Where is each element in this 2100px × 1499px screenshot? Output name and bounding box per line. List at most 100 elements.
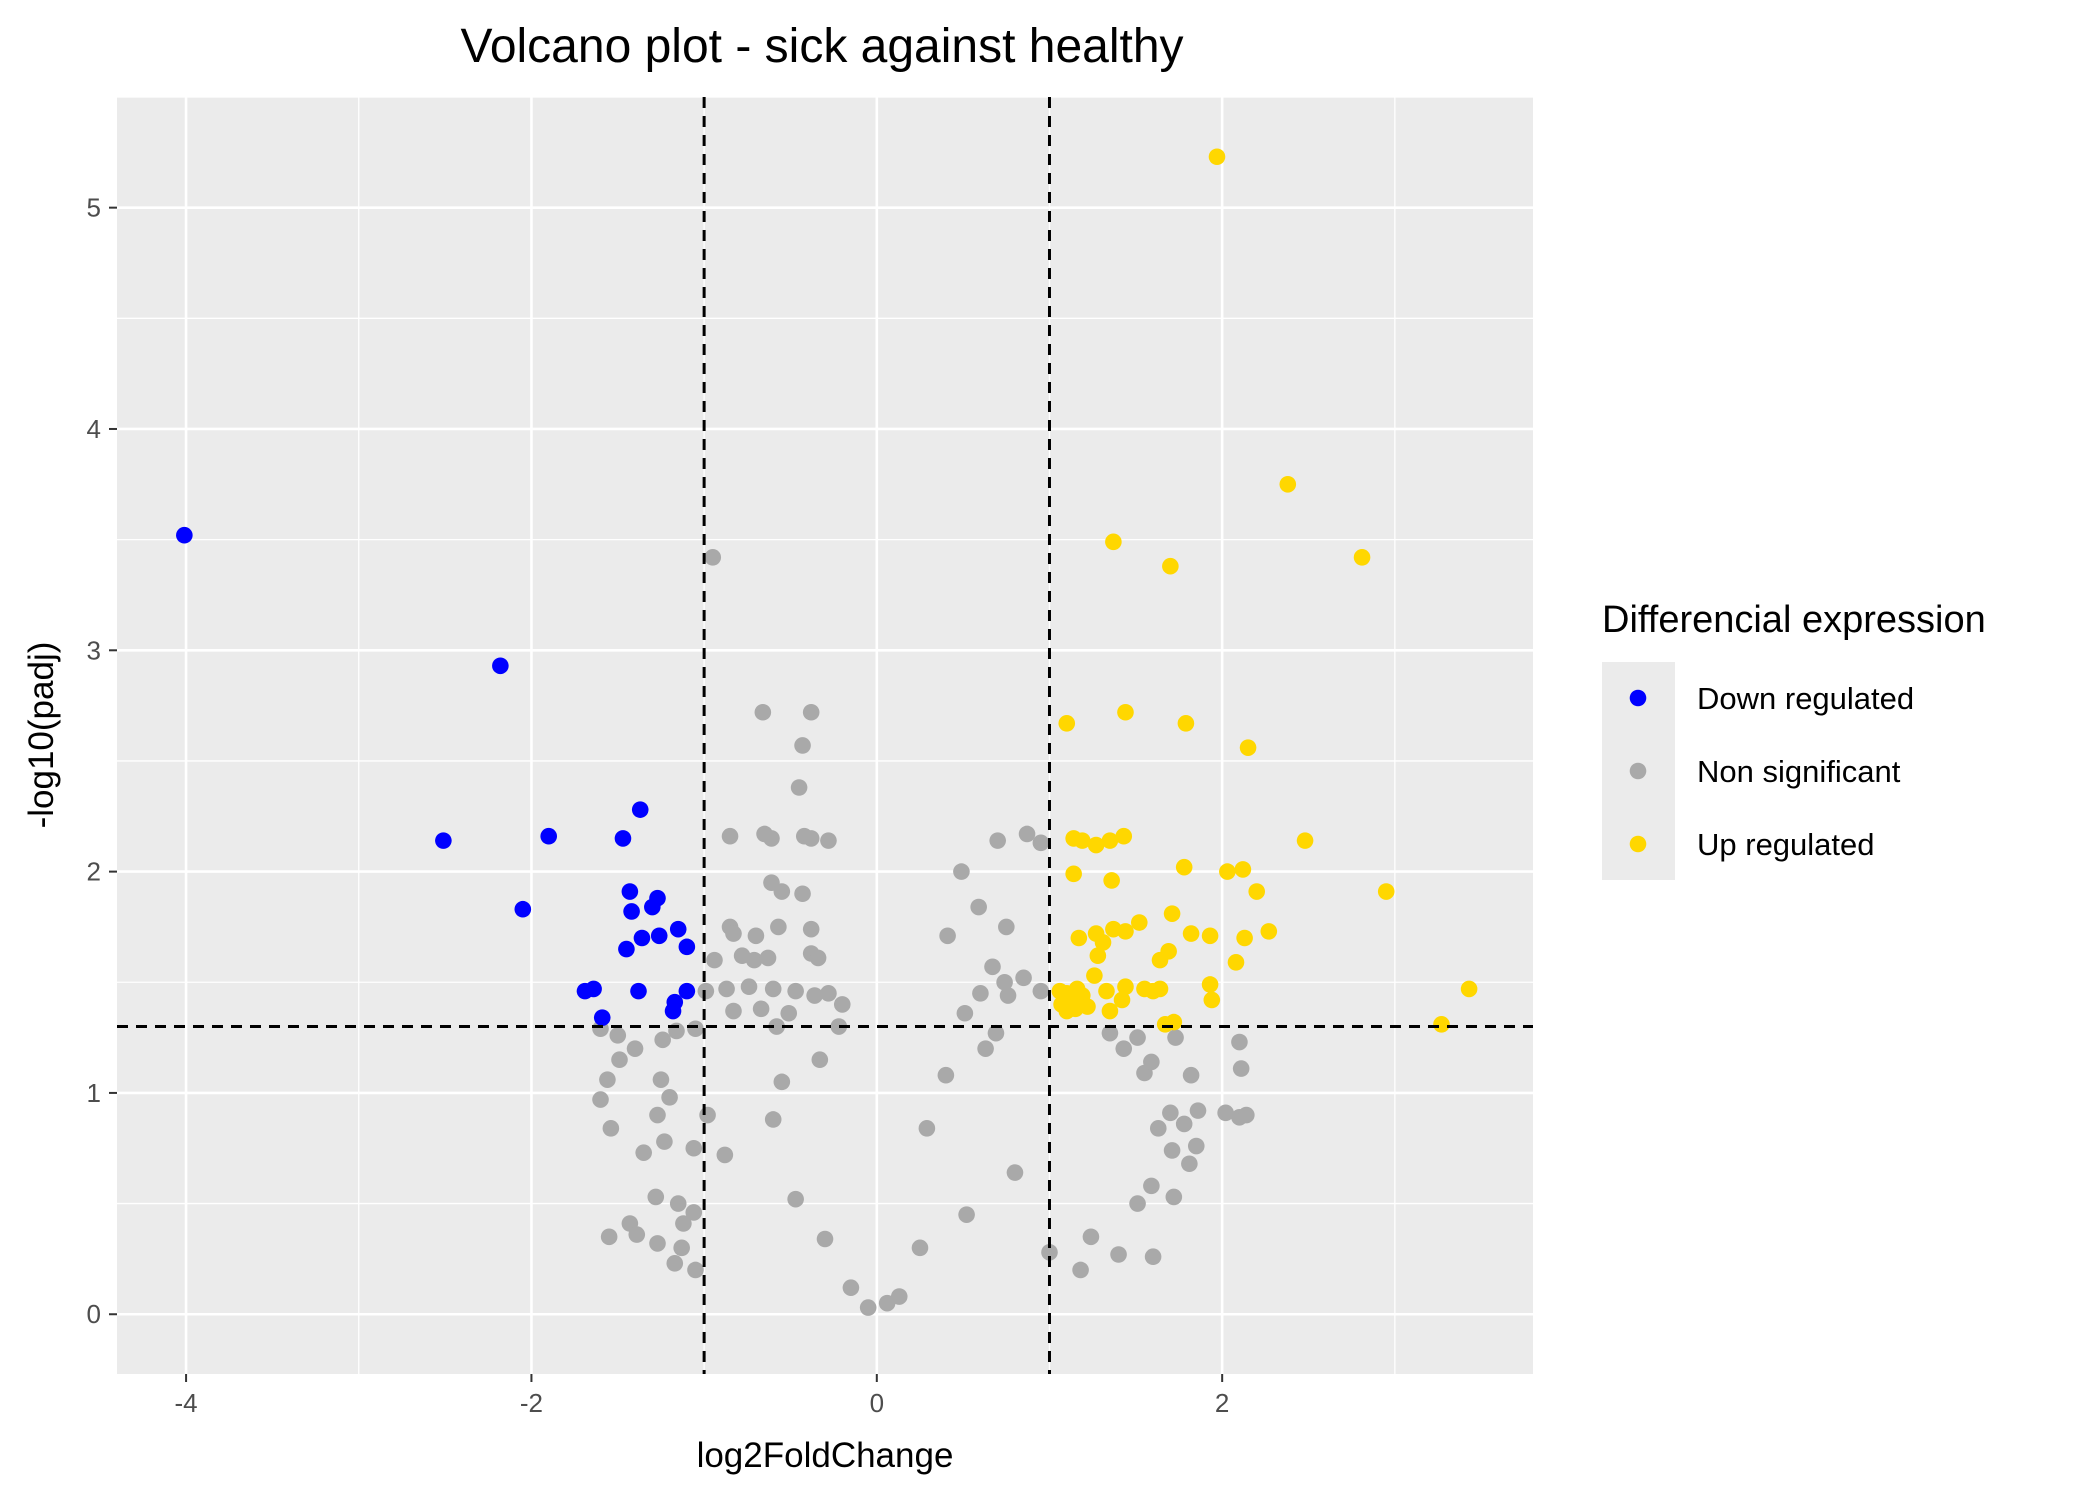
point-non-significant	[937, 1066, 955, 1084]
point-non-significant	[1181, 1155, 1198, 1173]
point-non-significant	[939, 927, 956, 945]
point-non-significant	[666, 1255, 684, 1272]
point-non-significant	[787, 1190, 804, 1208]
point-non-significant	[820, 985, 837, 1002]
point-up-regulated	[1098, 982, 1115, 1000]
point-non-significant	[764, 1111, 782, 1128]
point-non-significant	[794, 737, 811, 754]
point-non-significant	[1018, 825, 1036, 843]
point-non-significant	[687, 1261, 704, 1279]
point-non-significant	[773, 883, 791, 900]
point-non-significant	[721, 827, 739, 845]
point-non-significant	[1129, 1195, 1146, 1212]
point-down-regulated	[678, 938, 696, 956]
point-up-regulated	[1460, 980, 1478, 998]
point-up-regulated	[1067, 1000, 1084, 1018]
point-non-significant	[592, 1091, 609, 1108]
point-up-regulated	[1163, 905, 1181, 922]
point-down-regulated	[176, 526, 193, 544]
point-non-significant	[953, 863, 970, 880]
point-up-regulated	[1117, 703, 1134, 721]
point-non-significant	[1143, 1053, 1160, 1071]
point-down-regulated	[540, 827, 558, 845]
point-down-regulated	[664, 1002, 682, 1020]
point-non-significant	[830, 1018, 848, 1035]
point-non-significant	[725, 925, 742, 942]
point-up-regulated	[1279, 476, 1297, 493]
point-non-significant	[802, 703, 820, 721]
point-up-regulated	[1065, 865, 1082, 883]
point-non-significant	[989, 832, 1006, 849]
point-non-significant	[763, 830, 780, 847]
point-non-significant	[1163, 1142, 1181, 1159]
point-non-significant	[649, 1235, 666, 1252]
point-down-regulated	[649, 889, 666, 907]
point-non-significant	[747, 927, 765, 945]
point-non-significant	[842, 1279, 860, 1296]
point-non-significant	[626, 1040, 644, 1057]
point-non-significant	[669, 1195, 687, 1212]
point-up-regulated	[1236, 929, 1253, 947]
point-non-significant	[911, 1239, 929, 1257]
point-non-significant	[685, 1139, 703, 1157]
point-up-regulated	[1203, 991, 1221, 1009]
point-non-significant	[1072, 1261, 1089, 1279]
data-points	[176, 148, 1478, 1316]
y-tick-label: 0	[87, 1299, 101, 1329]
x-tick-label: 2	[1215, 1388, 1229, 1418]
point-non-significant	[661, 1089, 678, 1106]
point-non-significant	[1189, 1102, 1207, 1119]
point-down-regulated	[633, 929, 651, 947]
point-non-significant	[673, 1239, 690, 1257]
point-up-regulated	[1117, 978, 1134, 995]
point-up-regulated	[1239, 739, 1257, 756]
point-up-regulated	[1260, 923, 1278, 940]
point-up-regulated	[1201, 927, 1219, 945]
point-non-significant	[1162, 1104, 1179, 1122]
point-non-significant	[647, 1188, 665, 1206]
point-up-regulated	[1433, 1016, 1450, 1033]
point-up-regulated	[1089, 947, 1107, 965]
legend-label: Non significant	[1697, 754, 1901, 789]
point-down-regulated	[514, 900, 532, 918]
point-non-significant	[802, 830, 820, 847]
point-non-significant	[1187, 1137, 1205, 1155]
point-non-significant	[958, 1206, 975, 1223]
point-up-regulated	[1151, 980, 1169, 998]
point-up-regulated	[1177, 715, 1195, 732]
point-non-significant	[599, 1071, 616, 1088]
plot-panel	[117, 97, 1533, 1374]
x-tick-label: -2	[520, 1388, 543, 1418]
point-non-significant	[716, 1146, 734, 1164]
point-non-significant	[759, 949, 777, 967]
y-axis-title: -log10(padj)	[22, 642, 61, 829]
point-non-significant	[1175, 1115, 1193, 1133]
legend-title: Differencial expression	[1602, 599, 1986, 641]
point-non-significant	[609, 1027, 627, 1044]
point-non-significant	[802, 920, 820, 938]
point-up-regulated	[1073, 832, 1091, 849]
point-non-significant	[1232, 1060, 1250, 1077]
y-tick-label: 2	[87, 857, 101, 887]
point-non-significant	[1231, 1033, 1248, 1051]
point-up-regulated	[1353, 549, 1371, 566]
threshold-lines	[117, 97, 1533, 1374]
y-tick-label: 4	[87, 414, 101, 444]
point-non-significant	[998, 918, 1015, 936]
point-down-regulated	[630, 982, 647, 1000]
point-up-regulated	[1162, 557, 1179, 575]
point-non-significant	[768, 1018, 785, 1035]
point-up-regulated	[1219, 863, 1236, 880]
point-non-significant	[1101, 1024, 1119, 1042]
legend-label: Down regulated	[1697, 681, 1914, 716]
point-non-significant	[833, 996, 851, 1013]
point-non-significant	[764, 980, 782, 998]
point-non-significant	[754, 703, 772, 721]
point-down-regulated	[650, 927, 668, 945]
point-non-significant	[635, 1144, 652, 1161]
point-non-significant	[740, 978, 758, 995]
point-up-regulated	[1105, 533, 1122, 551]
point-up-regulated	[1058, 715, 1076, 732]
point-non-significant	[956, 1004, 974, 1022]
